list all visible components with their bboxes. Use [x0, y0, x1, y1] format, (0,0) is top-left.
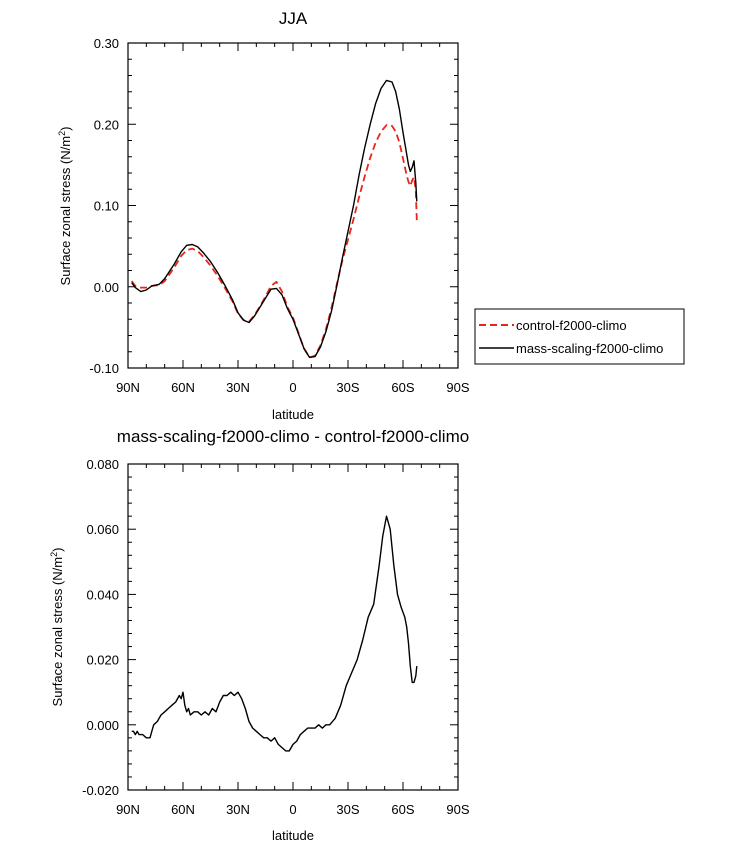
x-tick-label: 90S: [446, 802, 469, 817]
series-group: [130, 79, 418, 359]
series-line-control: [130, 124, 418, 359]
x-tick-label: 30S: [336, 380, 359, 395]
y-tick-label: -0.10: [89, 361, 119, 376]
y-tick-label: 0.20: [94, 117, 119, 132]
axis-ticks: 90N 60N 30N 0 30S 60S 90S -0.10 0.00 0.10 0.20 0.30: [89, 36, 470, 395]
x-tick-label: 30S: [336, 802, 359, 817]
chart-title: mass-scaling-f2000-climo - control-f2000…: [117, 427, 469, 446]
x-tick-label: 60N: [171, 380, 195, 395]
series-group: [131, 515, 418, 752]
y-tick-label: 0.080: [86, 457, 119, 472]
axis-ticks: 90N 60N 30N 0 30S 60S 90S -0.020 0.000 0.020 0.040…: [82, 457, 470, 817]
y-tick-label: 0.000: [86, 718, 119, 733]
x-tick-label: 60S: [391, 802, 414, 817]
y-axis-label-sup: 2: [57, 131, 67, 136]
chart-title: JJA: [279, 9, 308, 28]
y-tick-label: 0.10: [94, 199, 119, 214]
x-tick-label: 0: [289, 802, 296, 817]
x-tick-label: 90S: [446, 380, 469, 395]
legend-label-mass-scaling: mass-scaling-f2000-climo: [516, 341, 663, 356]
y-tick-label: 0.060: [86, 522, 119, 537]
legend: control-f2000-climo mass-scaling-f2000-c…: [474, 308, 685, 365]
plot-frame: [127, 463, 459, 791]
x-axis-label: latitude: [272, 407, 314, 422]
legend-box: [474, 308, 685, 365]
y-tick-label: 0.040: [86, 587, 119, 602]
y-axis-label: Surface zonal stress (N/m2): [49, 548, 65, 707]
legend-label-control: control-f2000-climo: [516, 318, 627, 333]
x-axis-label: latitude: [272, 828, 314, 843]
y-tick-label: -0.020: [82, 783, 119, 798]
panel-bottom: mass-scaling-f2000-climo - control-f2000…: [49, 427, 470, 843]
y-tick-label: 0.020: [86, 653, 119, 668]
x-tick-label: 60N: [171, 802, 195, 817]
y-tick-label: 0.30: [94, 36, 119, 51]
plot-frame: [127, 42, 459, 369]
series-line-difference: [131, 515, 418, 752]
y-tick-label: 0.00: [94, 280, 119, 295]
x-tick-label: 90N: [116, 380, 140, 395]
x-tick-label: 30N: [226, 802, 250, 817]
x-tick-label: 90N: [116, 802, 140, 817]
series-line-mass-scaling: [131, 79, 418, 359]
y-axis-label-sup: 2: [49, 552, 59, 557]
x-tick-label: 0: [289, 380, 296, 395]
x-tick-label: 30N: [226, 380, 250, 395]
panel-top: JJA 90N 60N 30N 0 30S 60S 90S -0.10 0.00 0.10 0.20…: [57, 9, 470, 422]
y-axis-label: Surface zonal stress (N/m2): [57, 127, 73, 286]
x-tick-label: 60S: [391, 380, 414, 395]
